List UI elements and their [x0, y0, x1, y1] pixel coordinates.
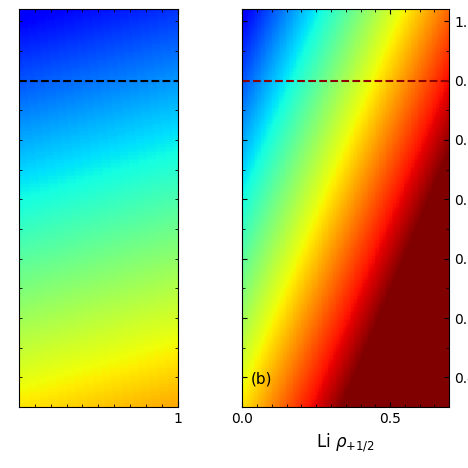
X-axis label: Li $\rho_{+1/2}$: Li $\rho_{+1/2}$: [316, 431, 375, 454]
Text: (b): (b): [251, 372, 272, 387]
